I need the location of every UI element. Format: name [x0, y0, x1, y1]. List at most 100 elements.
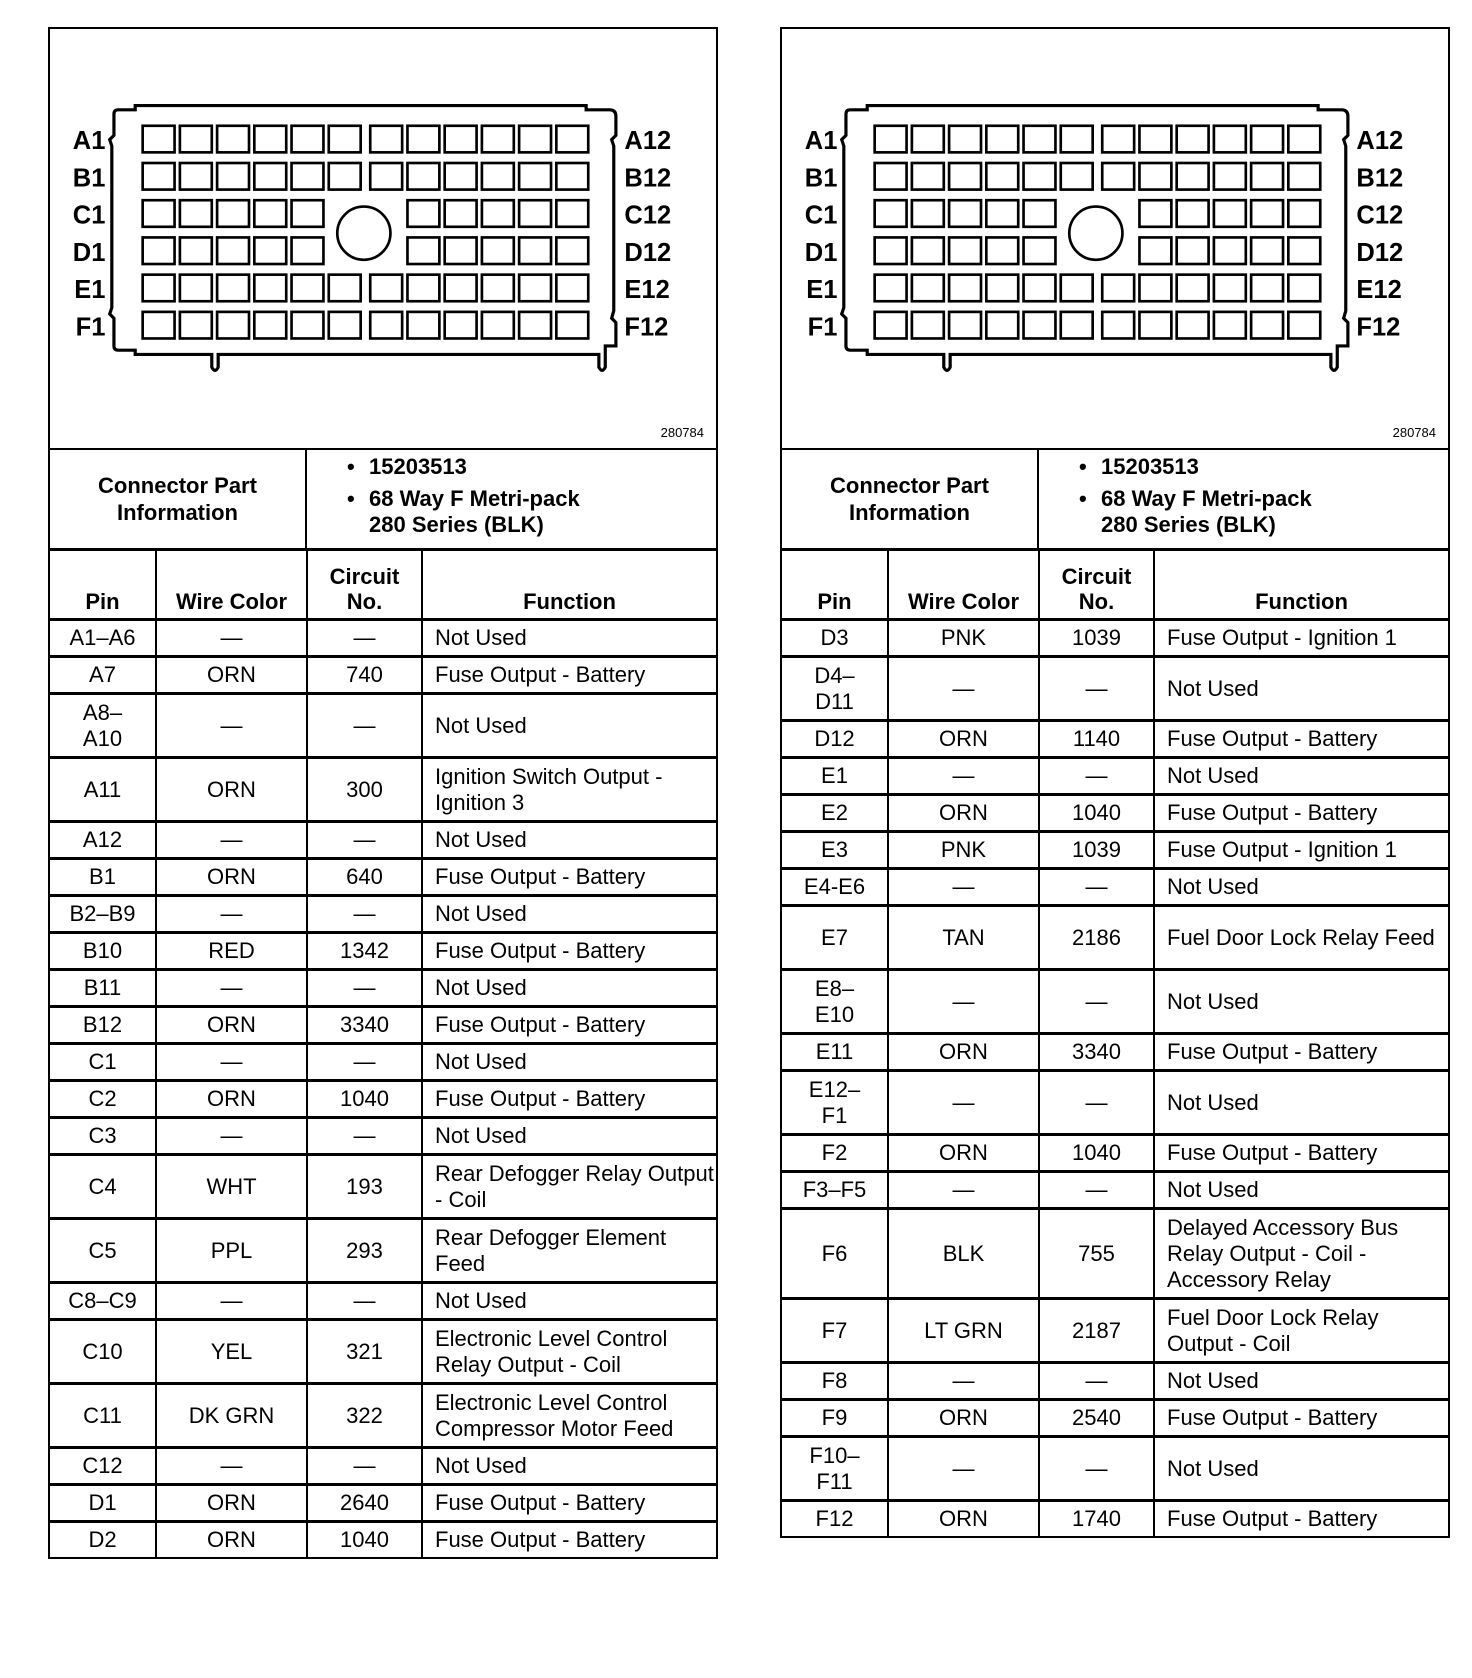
wire-color-cell: — — [156, 969, 308, 1008]
pin-cavity — [178, 161, 214, 191]
wire-color-cell: — — [156, 1043, 308, 1082]
table-row: B10 RED 1342 Fuse Output - Battery — [50, 932, 716, 971]
wire-color-cell: RED — [156, 932, 308, 971]
pin-cell: A1–A6 — [50, 619, 157, 658]
pin-cavity — [873, 273, 908, 303]
row-label-left: C1 — [805, 202, 838, 230]
pin-cavity — [517, 198, 553, 229]
pin-cavity — [1059, 124, 1094, 154]
row-label-right: E12 — [1356, 276, 1401, 304]
pin-cavity — [1059, 273, 1094, 303]
pin-cavity — [517, 310, 553, 340]
header-wire-color: Wire Color — [888, 551, 1040, 621]
pin-cavity — [252, 198, 288, 229]
wire-color-cell: DK GRN — [156, 1383, 308, 1449]
wire-color-cell: YEL — [156, 1319, 308, 1385]
function-cell: Not Used — [1154, 757, 1448, 796]
row-label-right: A12 — [1356, 127, 1403, 155]
pin-cavity — [984, 310, 1020, 340]
pin-cell: C2 — [50, 1080, 157, 1119]
pin-cavity — [1138, 310, 1173, 340]
pin-cavity — [1022, 236, 1057, 266]
pin-cavity — [480, 273, 516, 303]
pin-cavity — [947, 310, 983, 340]
pin-cavity — [910, 198, 946, 229]
table-row: F2 ORN 1040 Fuse Output - Battery — [782, 1134, 1448, 1173]
pin-cavity — [1022, 198, 1057, 229]
row-label-left: F1 — [808, 313, 838, 341]
pin-cavity — [1287, 236, 1322, 266]
polarizing-hole — [335, 205, 392, 262]
pin-cavity — [1249, 198, 1285, 229]
table-row: C5 PPL 293 Rear Defogger Element Feed — [50, 1218, 716, 1284]
pin-cavity — [873, 310, 908, 340]
table-row: E11 ORN 3340 Fuse Output - Battery — [782, 1033, 1448, 1072]
connector-part-info: Connector Part Information 15203513 68 Way… — [782, 450, 1448, 551]
table-row: E3 PNK 1039 Fuse Output - Ignition 1 — [782, 831, 1448, 870]
circuit-cell: — — [1039, 1171, 1155, 1210]
pin-cavity — [910, 236, 946, 266]
pin-cell: D2 — [50, 1521, 157, 1557]
pin-cell: A8– A10 — [50, 693, 157, 759]
pin-cavity — [178, 198, 214, 229]
pin-cavity — [290, 124, 325, 154]
pin-cavity — [1138, 124, 1173, 154]
pin-cavity — [141, 161, 176, 191]
wire-color-cell: PNK — [888, 831, 1040, 870]
pin-cavity — [368, 273, 404, 303]
pin-cell: F10– F11 — [782, 1436, 889, 1502]
pin-cavity — [178, 310, 214, 340]
pin-cavity — [1287, 273, 1322, 303]
wire-color-cell: PPL — [156, 1218, 308, 1284]
pin-cavity — [984, 236, 1020, 266]
pin-cell: E4-E6 — [782, 868, 889, 907]
pin-cavity — [1175, 310, 1210, 340]
pin-cavity — [443, 236, 478, 266]
function-cell: Fuel Door Lock Relay Output - Coil — [1154, 1298, 1448, 1364]
figure-code: 280784 — [1392, 425, 1436, 440]
circuit-cell: 1039 — [1039, 619, 1155, 658]
table-row: C10 YEL 321 Electronic Level Control Relay … — [50, 1319, 716, 1385]
circuit-cell: — — [1039, 656, 1155, 722]
wire-color-cell: — — [888, 1070, 1040, 1136]
pin-cavity — [406, 161, 441, 191]
circuit-cell: — — [1039, 868, 1155, 907]
pin-cavity — [327, 124, 362, 154]
polarizing-hole — [1067, 205, 1124, 262]
circuit-cell: 2186 — [1039, 905, 1155, 971]
connector-diagram: A1 A12 B1 B12 C1 C12 D1 D12 E1 E12 F1 F12 280784 — [50, 29, 716, 450]
function-cell: Fuse Output - Ignition 1 — [1154, 619, 1448, 658]
pin-cavity — [555, 198, 590, 229]
pin-cavity — [252, 273, 288, 303]
function-cell: Not Used — [1154, 1070, 1448, 1136]
wire-color-cell: ORN — [156, 1521, 308, 1557]
table-row: A1–A6— — Not Used — [50, 619, 716, 658]
pin-cavity — [1249, 161, 1285, 191]
pin-cavity — [1175, 236, 1210, 266]
pin-cavity — [1175, 198, 1210, 229]
wire-color-cell: — — [888, 757, 1040, 796]
table-row: C2 ORN 1040 Fuse Output - Battery — [50, 1080, 716, 1119]
pin-cavity — [1138, 236, 1173, 266]
row-label-left: E1 — [74, 276, 105, 304]
circuit-cell: — — [307, 693, 423, 759]
pin-cavity — [215, 236, 251, 266]
pin-cavity — [368, 124, 404, 154]
wire-color-cell: BLK — [888, 1208, 1040, 1300]
wire-color-cell: — — [156, 895, 308, 934]
row-label-left: C1 — [73, 202, 106, 230]
connector-face-drawing: A1 A12 B1 B12 C1 C12 D1 D12 E1 E12 F1 F12 — [805, 103, 1403, 372]
pin-cavity — [406, 236, 441, 266]
pin-cavity — [873, 161, 908, 191]
pin-cavity — [368, 310, 404, 340]
pin-cavity — [480, 124, 516, 154]
pin-cavity — [443, 124, 478, 154]
connector-part-info: Connector Part Information 15203513 68 Way… — [50, 450, 716, 551]
pin-cavity — [1022, 161, 1057, 191]
circuit-cell: — — [307, 1447, 423, 1486]
circuit-cell: 1740 — [1039, 1500, 1155, 1536]
table-header: Pin Wire Color Circuit No. Function — [50, 551, 716, 621]
table-row: C4 WHT 193 Rear Defogger Relay Output - Coi… — [50, 1154, 716, 1220]
function-cell: Not Used — [1154, 868, 1448, 907]
pin-cavity — [443, 310, 478, 340]
